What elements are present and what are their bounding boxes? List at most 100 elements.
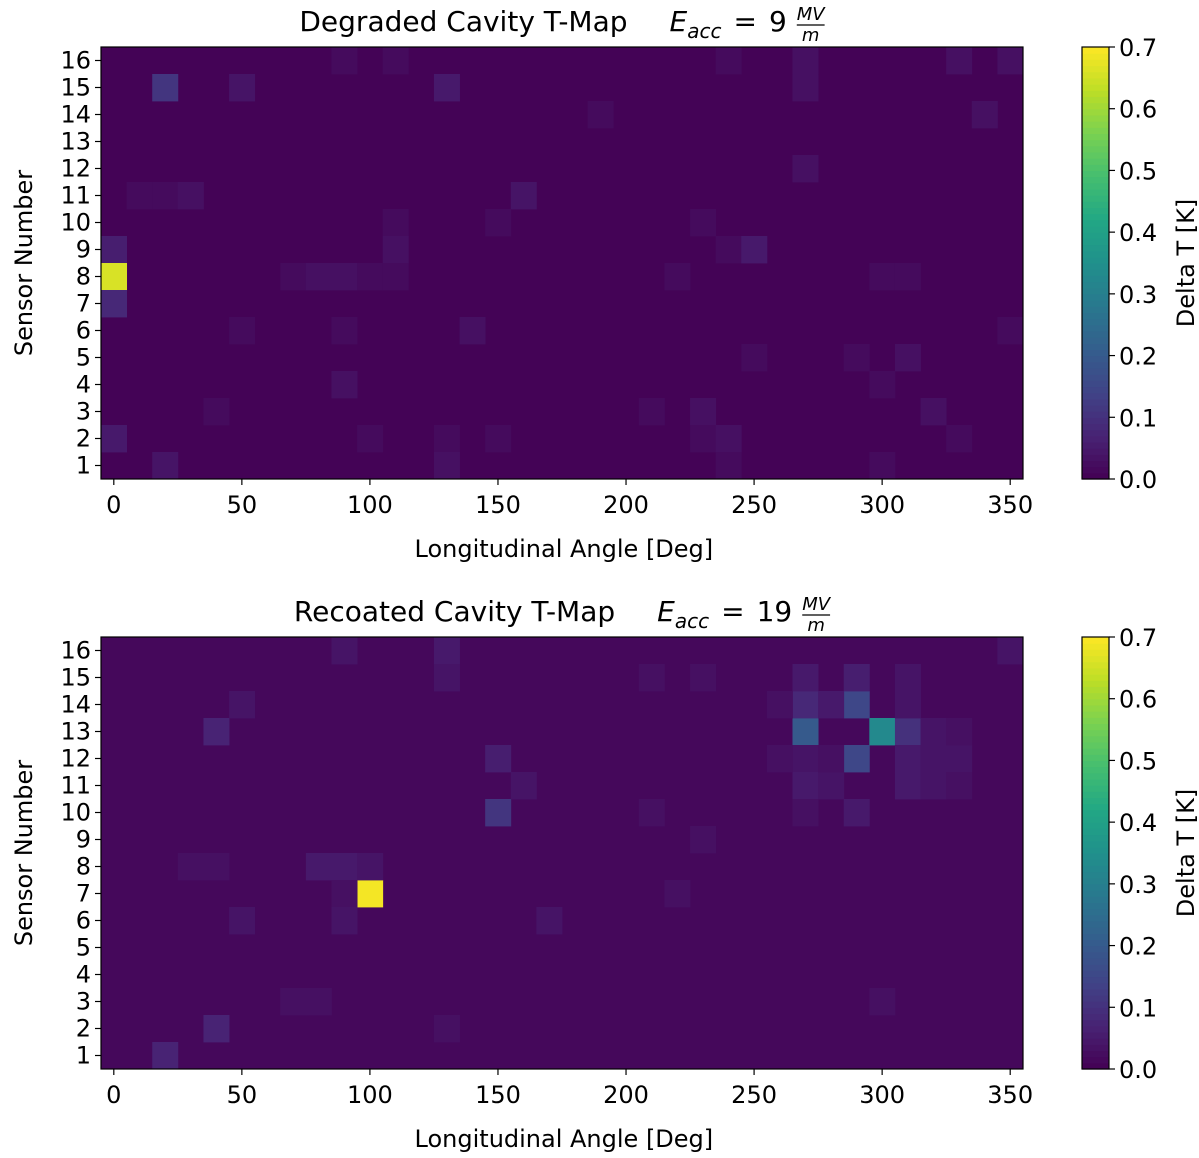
colorbar-tick-label: 0.3 [1119,871,1157,899]
heatmap-cell [485,425,512,453]
heatmap-cell [792,47,819,75]
heatmap-cell [997,317,1024,345]
heatmap-cell [766,691,793,719]
y-tick-label: 16 [60,47,91,75]
heatmap-cell [946,47,973,75]
heatmap-cell [101,263,128,291]
heatmap-cell [818,691,845,719]
heatmap-cell [331,853,358,881]
colorbar-segment [1082,840,1109,848]
colorbar-segment [1082,201,1109,209]
colorbar-segment [1082,170,1109,178]
x-tick-label: 100 [347,491,393,519]
heatmap-cell [843,344,870,372]
colorbar-segment [1082,256,1109,264]
heatmap-cell [357,880,384,908]
colorbar-segment [1082,667,1109,675]
plot-frame [100,636,1024,1070]
colorbar-segment [1082,312,1109,320]
heatmap-cell [638,799,665,827]
heatmap-cell [433,637,460,665]
title-unit-numerator: MV [802,594,832,615]
heatmap-cell [715,425,742,453]
colorbar-segment [1082,859,1109,866]
colorbar-segment [1082,219,1109,227]
colorbar-segment [1082,778,1109,786]
heatmap-cell [203,1015,230,1043]
x-tick-label: 350 [987,491,1033,519]
colorbar-segment [1082,680,1109,687]
heatmap-cell [664,263,691,291]
colorbar-segment [1082,1001,1109,1008]
heatmap-cell [305,853,332,881]
heatmap-cell [894,718,921,746]
heatmap-cell [715,236,742,264]
colorbar-segment [1082,133,1109,141]
y-tick-label: 6 [76,907,91,935]
colorbar-segment [1082,711,1109,718]
colorbar-segment [1082,429,1109,437]
colorbar-segment [1082,883,1109,891]
heatmap-cell [869,263,896,291]
heatmap-cell [510,772,537,800]
colorbar-tick-label: 0.3 [1119,281,1157,309]
colorbar-segment [1082,637,1109,644]
heatmap-cell [152,1042,179,1070]
plot-frame [100,46,1024,480]
heatmap-cell [971,101,998,129]
colorbar-tick-label: 0.5 [1119,747,1157,775]
heatmap-cell [843,691,870,719]
title-unit-denominator: m [807,615,825,636]
colorbar-segment [1082,988,1109,996]
colorbar-segment [1082,661,1109,669]
heatmap-cell [792,718,819,746]
heatmap-cell [433,74,460,102]
y-tick-label: 14 [60,101,91,129]
y-tick-label: 9 [76,826,91,854]
heatmap-cell [869,371,896,399]
colorbar-segment [1082,735,1109,743]
heatmap-panel-2: 0 50 100 150 200 250 300 3501234567891011121314… [10,594,1199,1153]
x-axis-label: Longitudinal Angle [Deg] [415,1125,714,1153]
colorbar-segment [1082,649,1109,657]
heatmap-cell [869,718,896,746]
heatmap-cell [331,263,358,291]
heatmap-cell [510,182,537,210]
colorbar-segment [1082,643,1109,650]
colorbar-segment [1082,84,1109,91]
x-tick-label: 150 [475,491,521,519]
y-tick-label: 9 [76,236,91,264]
heatmap-cell [946,425,973,453]
title-unit-numerator: MV [797,4,827,25]
colorbar-segment [1082,1038,1109,1045]
colorbar-segment [1082,1056,1109,1064]
chart-title-text: Recoated Cavity T-Map [294,595,615,628]
colorbar-segment [1082,791,1109,799]
colorbar-segment [1082,951,1109,959]
x-tick-label: 150 [475,1081,521,1109]
colorbar-tick-label: 0.0 [1119,1056,1157,1084]
heatmap-cell [587,101,614,129]
colorbar-segment [1082,151,1109,159]
heatmap-cell [331,371,358,399]
colorbar-segment [1082,729,1109,737]
heatmap-cell [920,772,947,800]
heatmap-cell [280,988,307,1016]
colorbar-segment [1082,59,1109,67]
colorbar-segment [1082,114,1109,122]
colorbar-segment [1082,920,1109,928]
colorbar-segment [1082,435,1109,443]
colorbar-segment [1082,238,1109,246]
colorbar-segment [1082,976,1109,984]
colorbar-segment [1082,355,1109,363]
colorbar-segment [1082,96,1109,104]
colorbar-segment [1082,914,1109,922]
heatmap-cell [792,74,819,102]
heatmap-cell [920,718,947,746]
colorbar-segment [1082,472,1109,480]
colorbar-tick-label: 0.4 [1119,219,1157,247]
colorbar-frame [1081,46,1110,480]
y-tick-label: 5 [76,344,91,372]
colorbar-segment [1082,343,1109,350]
x-tick-label: 50 [227,491,258,519]
